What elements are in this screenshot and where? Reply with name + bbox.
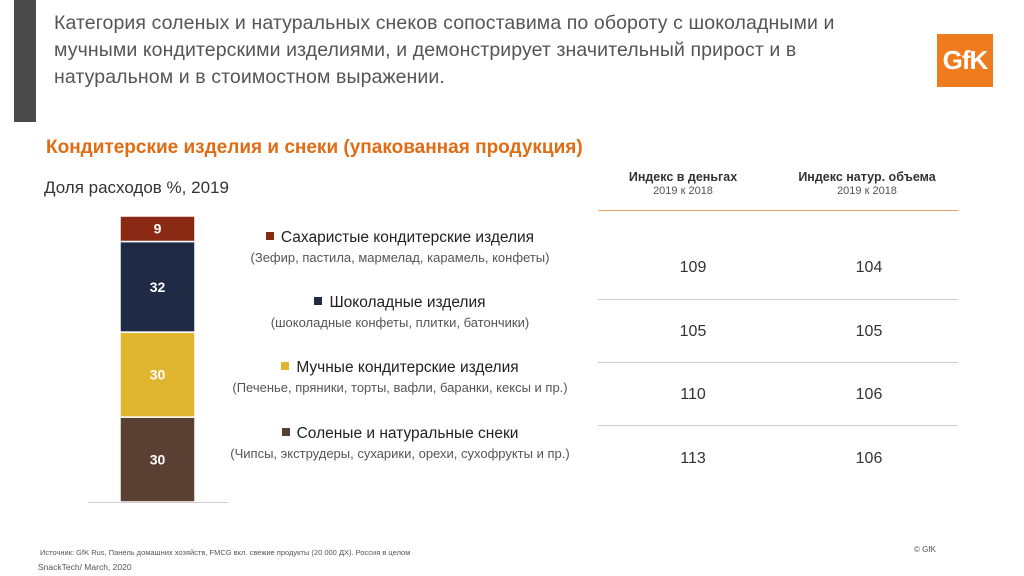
left-accent-bar — [14, 0, 36, 122]
bar-segment — [119, 331, 196, 418]
legend-swatch — [265, 231, 274, 240]
legend-label-text: Соленые и натуральные снеки — [296, 425, 519, 442]
column-header-volume-index: Индекс натур. объема 2019 к 2018 — [782, 170, 952, 197]
table-cell: 113 — [680, 450, 706, 467]
table-cell: 105 — [855, 323, 883, 340]
table-cell: 105 — [679, 323, 707, 340]
table-row-divider — [598, 362, 958, 363]
legend-desc: (шоколадные конфеты, плитки, батончики) — [270, 315, 530, 330]
legend-label-text: Шоколадные изделия — [329, 294, 486, 311]
column-header-title: Индекс в деньгах — [628, 170, 738, 184]
legend-label-text: Мучные кондитерские изделия — [296, 359, 519, 376]
legend-label: Соленые и натуральные снеки — [200, 425, 600, 443]
legend-item-chocolate: Шоколадные изделия (шоколадные конфеты, … — [200, 294, 600, 330]
bar-value-label: 32 — [150, 279, 166, 295]
chart-subtitle: Доля расходов %, 2019 — [44, 178, 229, 197]
section-title: Кондитерские изделия и снеки (упакованна… — [46, 137, 583, 158]
table-cell: 110 — [680, 386, 706, 403]
legend-label: Шоколадные изделия — [200, 294, 600, 312]
source-note: Источник: GfK Rus, Панель домашних хозяй… — [40, 548, 411, 557]
legend-swatch — [281, 427, 290, 436]
legend-desc: (Чипсы, экструдеры, сухарики, орехи, сух… — [230, 446, 570, 461]
table-cell: 106 — [855, 450, 883, 467]
column-header-sub: 2019 к 2018 — [837, 185, 897, 197]
gfk-logo: GfK — [937, 34, 993, 87]
column-header-title: Индекс натур. объема — [798, 170, 936, 184]
bar-value-label: 30 — [150, 367, 166, 383]
legend-swatch — [281, 361, 290, 370]
legend-swatch — [314, 296, 323, 305]
bar-value-label: 9 — [154, 221, 162, 237]
legend-item-sugar: Сахаристые кондитерские изделия (Зефир, … — [200, 229, 600, 265]
legend-item-flour: Мучные кондитерские изделия (Печенье, пр… — [200, 359, 600, 395]
legend-item-snacks: Соленые и натуральные снеки (Чипсы, экст… — [200, 425, 600, 461]
slide-headline: Категория соленых и натуральных снеков с… — [54, 12, 835, 88]
bar-segment — [119, 240, 196, 333]
legend-desc: (Зефир, пастила, мармелад, карамель, кон… — [250, 250, 550, 265]
bar-value-label: 30 — [150, 452, 166, 468]
column-header-sub: 2019 к 2018 — [653, 185, 713, 197]
table-cell: 109 — [679, 259, 707, 276]
table-header-divider — [598, 210, 958, 211]
bar-segment — [119, 215, 196, 243]
legend-label-text: Сахаристые кондитерские изделия — [280, 229, 535, 246]
project-note: SnackTech/ March, 2020 — [38, 562, 132, 572]
table-cell: 104 — [855, 259, 883, 276]
copyright: © GfK — [914, 545, 936, 554]
legend-desc: (Печенье, пряники, торты, вафли, баранки… — [232, 380, 568, 395]
table-row-divider — [598, 425, 958, 426]
column-header-money-index: Индекс в деньгах 2019 к 2018 — [598, 170, 768, 197]
legend-label: Мучные кондитерские изделия — [200, 359, 600, 377]
table-cell: 106 — [855, 386, 883, 403]
table-row-divider — [598, 299, 958, 300]
legend-label: Сахаристые кондитерские изделия — [200, 229, 600, 247]
